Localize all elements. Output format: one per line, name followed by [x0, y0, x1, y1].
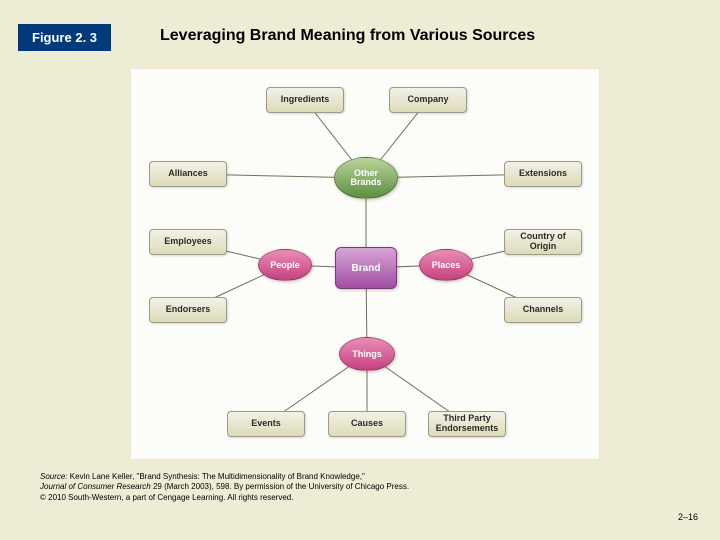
oval-places: Places — [419, 249, 473, 281]
oval-other_brands: OtherBrands — [334, 157, 398, 199]
rect-endorsers: Endorsers — [149, 297, 227, 323]
source-line3: © 2010 South-Western, a part of Cengage … — [40, 493, 293, 502]
source-prefix: Source: — [40, 472, 70, 481]
rect-company: Company — [389, 87, 467, 113]
page-title: Leveraging Brand Meaning from Various So… — [160, 27, 535, 45]
source-journal: Journal of Consumer Research — [40, 482, 151, 491]
rect-extensions: Extensions — [504, 161, 582, 187]
source-line1: Kevin Lane Keller, "Brand Synthesis: The… — [70, 472, 365, 481]
source-citation: Source: Kevin Lane Keller, "Brand Synthe… — [40, 472, 409, 503]
rect-alliances: Alliances — [149, 161, 227, 187]
rect-ingredients: Ingredients — [266, 87, 344, 113]
rect-channels: Channels — [504, 297, 582, 323]
oval-things: Things — [339, 337, 395, 371]
rect-employees: Employees — [149, 229, 227, 255]
rect-events: Events — [227, 411, 305, 437]
center-brand: Brand — [335, 247, 397, 289]
page-number: 2–16 — [678, 512, 698, 522]
oval-people: People — [258, 249, 312, 281]
rect-country: Country ofOrigin — [504, 229, 582, 255]
figure-label: Figure 2. 3 — [18, 24, 111, 51]
rect-causes: Causes — [328, 411, 406, 437]
rect-thirdparty: Third PartyEndorsements — [428, 411, 506, 437]
source-line2: 29 (March 2003), 598. By permission of t… — [151, 482, 409, 491]
brand-diagram: Brand OtherBrands People Places Things Ingred… — [130, 68, 600, 460]
